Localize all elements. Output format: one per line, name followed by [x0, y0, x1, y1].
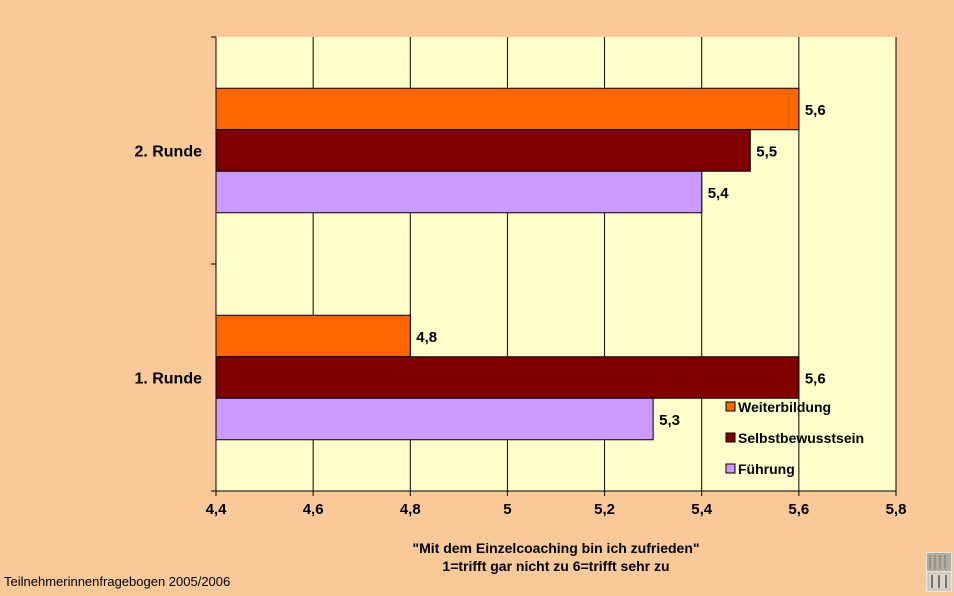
- x-tick-label: 5,4: [691, 501, 713, 518]
- bars: 5,6 5,5 5,4 4,8 5,6 5,3: [215, 87, 826, 441]
- bar: [215, 397, 654, 441]
- legend-label: Weiterbildung: [738, 399, 831, 415]
- x-tick-label: 4,4: [206, 501, 228, 518]
- university-logo-icon: [926, 552, 952, 592]
- legend-swatch: [725, 401, 736, 412]
- bar: [215, 170, 703, 214]
- bar: [215, 129, 751, 172]
- bar: [215, 87, 800, 131]
- data-label: 5,5: [756, 144, 777, 161]
- legend: Weiterbildung Selbstbewusstsein Führung: [725, 399, 864, 477]
- x-axis-title-line2: 1=trifft gar nicht zu 6=trifft sehr zu: [442, 558, 669, 574]
- x-tick-label: 5,8: [886, 501, 907, 518]
- legend-swatch: [725, 432, 736, 443]
- bar: [215, 356, 800, 399]
- x-tick-label: 5,2: [594, 501, 615, 518]
- footer-source-note: Teilnehmerinnenfragebogen 2005/2006: [4, 574, 231, 589]
- legend-label: Selbstbewusstsein: [738, 430, 864, 446]
- category-label: 2. Runde: [134, 144, 202, 161]
- legend-swatch: [725, 463, 736, 474]
- data-label: 5,4: [708, 185, 730, 202]
- x-tick-label: 4,8: [400, 501, 421, 518]
- bar: [215, 314, 411, 358]
- data-label: 5,6: [805, 371, 826, 388]
- x-tick-label: 5: [503, 501, 511, 518]
- legend-label: Führung: [738, 461, 795, 477]
- data-label: 4,8: [416, 329, 437, 346]
- data-label: 5,3: [659, 412, 680, 429]
- data-label: 5,6: [805, 102, 826, 119]
- axes: 4,4 4,6 4,8 5 5,2 5,4 5,6 5,8 2. Runde 1. Runde: [134, 36, 907, 518]
- x-axis-title-line1: "Mit dem Einzelcoaching bin ich zufriede…: [412, 540, 699, 556]
- category-label: 1. Runde: [134, 371, 202, 388]
- x-tick-label: 4,6: [303, 501, 324, 518]
- x-tick-label: 5,6: [788, 501, 809, 518]
